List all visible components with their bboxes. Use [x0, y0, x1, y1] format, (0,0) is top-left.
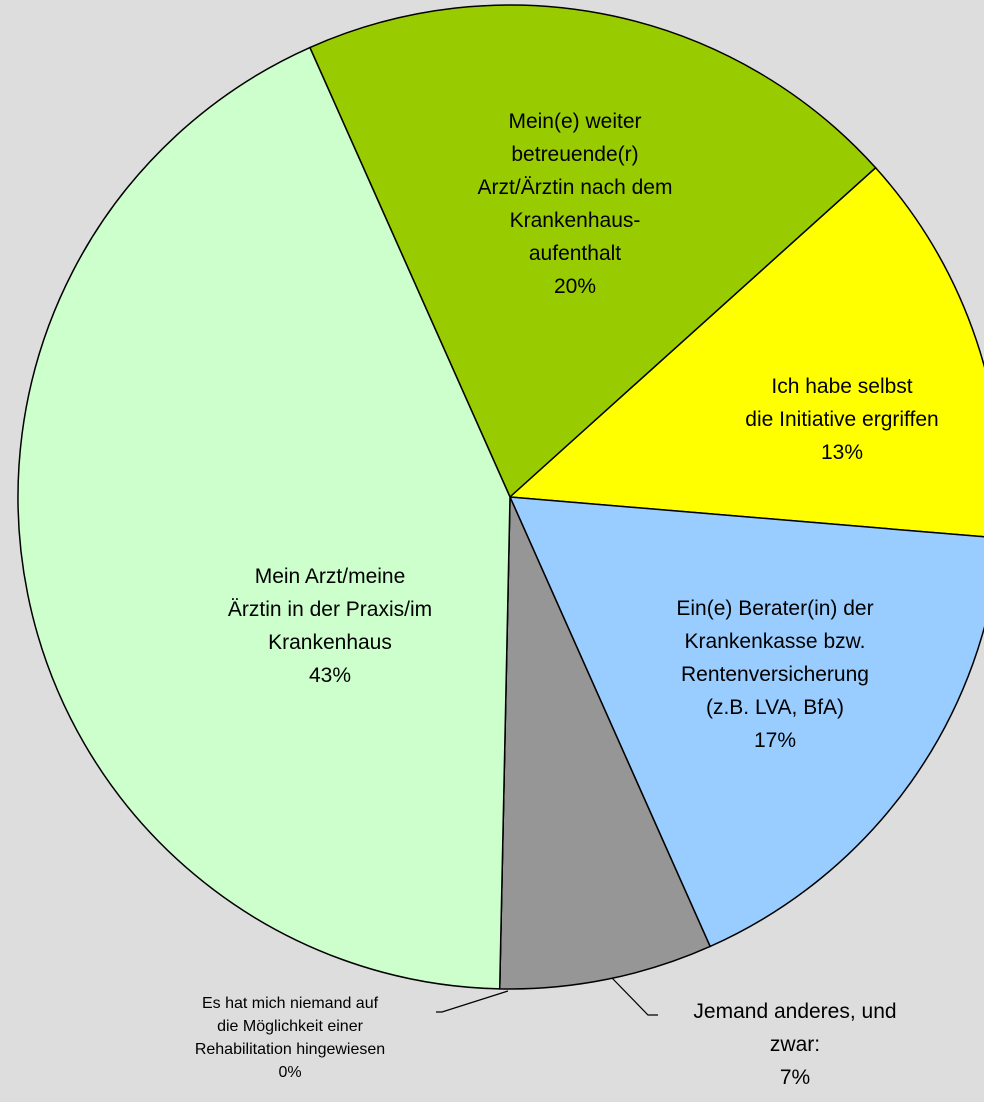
leader-line: [436, 990, 509, 1013]
value-label: 13%: [820, 441, 864, 464]
pie-slice: [308, 4, 877, 499]
category-label: Ich habe selbst die Initiative ergriffen: [745, 375, 939, 431]
pie-slice: [17, 46, 511, 990]
category-label: Jemand anderes, und zwar:: [693, 1000, 897, 1056]
pie-slice: [508, 496, 984, 948]
data-label: Mein Arzt/meine Ärztin in der Praxis/im …: [180, 560, 480, 692]
category-label: Mein Arzt/meine Ärztin in der Praxis/im …: [227, 565, 433, 654]
value-label: 20%: [553, 275, 597, 298]
leader-line: [611, 977, 658, 1016]
value-label: 7%: [779, 1066, 811, 1089]
value-label: 43%: [308, 664, 352, 687]
data-label: Es hat mich niemand auf die Möglichkeit …: [140, 992, 440, 1084]
pie-slice: [498, 496, 712, 990]
category-label: Es hat mich niemand auf die Möglichkeit …: [194, 995, 386, 1058]
data-label: Jemand anderes, und zwar: 7%: [645, 995, 945, 1094]
data-label: Ich habe selbst die Initiative ergriffen…: [692, 370, 984, 469]
value-label: 0%: [278, 1064, 302, 1081]
data-label: Mein(e) weiter betreuende(r) Arzt/Ärztin…: [425, 105, 725, 303]
pie-slice: [508, 166, 984, 538]
data-label: Ein(e) Berater(in) der Krankenkasse bzw.…: [625, 592, 925, 757]
category-label: Mein(e) weiter betreuende(r) Arzt/Ärztin…: [477, 110, 673, 265]
value-label: 17%: [753, 729, 797, 752]
category-label: Ein(e) Berater(in) der Krankenkasse bzw.…: [676, 597, 874, 719]
